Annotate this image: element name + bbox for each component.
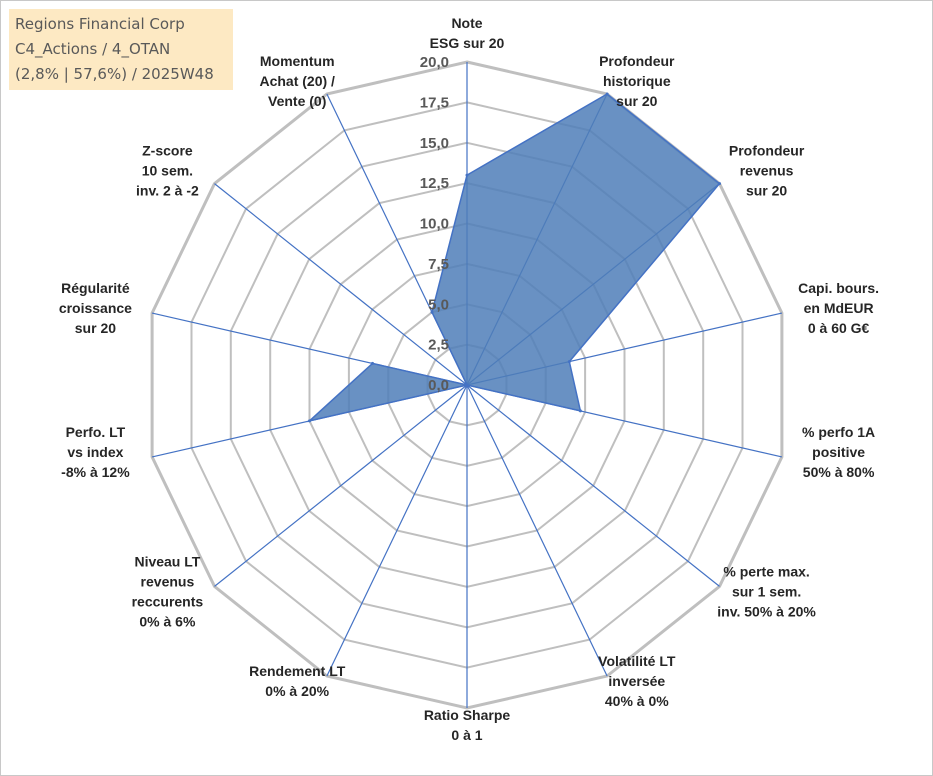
axis-label: Capi. bours. en MdEUR 0 à 60 G€ bbox=[798, 280, 879, 336]
axis-label: Momentum Achat (20) / Vente (0) bbox=[259, 53, 335, 109]
tick-label: 7,5 bbox=[428, 256, 449, 273]
radar-ticks: 0,0 2,5 5,0 7,5 10,0 12,5 15,0 17,5 20,0 bbox=[420, 54, 449, 394]
title-line-stats: (2,8% | 57,6%) / 2025W48 bbox=[15, 65, 214, 83]
axis-label: Perfo. LT vs index -8% à 12% bbox=[61, 424, 130, 480]
tick-label: 5,0 bbox=[428, 296, 449, 313]
tick-label: 17,5 bbox=[420, 94, 449, 111]
data-point bbox=[567, 360, 571, 364]
axis-label-line: Niveau LT bbox=[134, 553, 200, 569]
axis-spoke bbox=[466, 384, 608, 677]
axis-label-line: ESG sur 20 bbox=[430, 35, 505, 51]
axis-label-line: 0% à 20% bbox=[265, 683, 329, 699]
axis-label-line: Z-score bbox=[142, 143, 193, 159]
axis-label-line: Vente (0) bbox=[268, 93, 326, 109]
axis-label-line: Volatilité LT bbox=[598, 653, 676, 669]
axis-spoke bbox=[214, 183, 468, 386]
axis-label-line: revenus bbox=[141, 573, 195, 589]
axis-label-line: Rendement LT bbox=[249, 663, 346, 679]
radar-axis-labels: Note ESG sur 20 Profondeur historique sur 20… bbox=[59, 15, 879, 743]
data-point bbox=[308, 419, 311, 423]
axis-label: % perfo 1A positive 50% à 80% bbox=[802, 424, 875, 480]
axis-spoke bbox=[214, 384, 468, 587]
axis-label-line: reccurents bbox=[132, 593, 204, 609]
axis-label-line: Profondeur bbox=[729, 143, 805, 159]
axis-label-line: 10 sem. bbox=[142, 163, 193, 179]
axis-label-line: Note bbox=[451, 15, 482, 31]
axis-label-line: inv. 2 à -2 bbox=[136, 183, 199, 199]
axis-label: Profondeur revenus sur 20 bbox=[729, 143, 805, 199]
data-point bbox=[371, 361, 374, 365]
chart-title-box: Regions Financial Corp C4_Actions / 4_OT… bbox=[9, 9, 233, 90]
axis-label-line: Régularité bbox=[61, 280, 130, 296]
axis-label-line: Achat (20) / bbox=[259, 73, 335, 89]
axis-label-line: sur 20 bbox=[746, 183, 787, 199]
axis-label-line: sur 1 sem. bbox=[732, 583, 801, 599]
axis-label-line: 0% à 6% bbox=[139, 613, 196, 629]
axis-spoke bbox=[466, 384, 720, 587]
tick-label: 2,5 bbox=[428, 337, 449, 354]
axis-label-line: % perfo 1A bbox=[802, 424, 875, 440]
tick-label: 12,5 bbox=[420, 175, 449, 192]
data-point bbox=[605, 92, 609, 96]
axis-label-line: 0 à 60 G€ bbox=[808, 320, 870, 336]
axis-label-line: Profondeur bbox=[599, 53, 675, 69]
axis-label-line: croissance bbox=[59, 300, 132, 316]
axis-spoke bbox=[326, 384, 468, 677]
tick-label: 0,0 bbox=[428, 377, 449, 394]
axis-label: Profondeur historique sur 20 bbox=[599, 53, 675, 109]
series-area bbox=[306, 93, 721, 423]
axis-label-line: -8% à 12% bbox=[61, 464, 130, 480]
axis-label-line: inversée bbox=[608, 673, 665, 689]
axis-label-line: Ratio Sharpe bbox=[424, 707, 511, 723]
tick-label: 20,0 bbox=[420, 54, 449, 71]
axis-label: Ratio Sharpe 0 à 1 bbox=[424, 707, 511, 743]
axis-label: % perte max. sur 1 sem. inv. 50% à 20% bbox=[717, 563, 816, 619]
axis-label-line: 40% à 0% bbox=[605, 693, 669, 709]
axis-label: Volatilité LT inversée 40% à 0% bbox=[598, 653, 676, 709]
data-point bbox=[465, 173, 469, 177]
axis-label-line: en MdEUR bbox=[804, 300, 874, 316]
axis-label-line: inv. 50% à 20% bbox=[717, 603, 816, 619]
tick-label: 15,0 bbox=[420, 135, 449, 152]
data-point bbox=[430, 310, 434, 314]
axis-label-line: vs index bbox=[67, 444, 123, 460]
axis-label-line: Perfo. LT bbox=[66, 424, 126, 440]
axis-label-line: % perte max. bbox=[723, 563, 809, 579]
data-point bbox=[465, 383, 469, 387]
axis-label: Z-score 10 sem. inv. 2 à -2 bbox=[136, 143, 199, 199]
axis-label-line: 50% à 80% bbox=[803, 464, 875, 480]
axis-label-line: 0 à 1 bbox=[451, 727, 482, 743]
axis-label: Régularité croissance sur 20 bbox=[59, 280, 132, 336]
tick-label: 10,0 bbox=[420, 216, 449, 233]
radar-series bbox=[306, 92, 721, 423]
data-point bbox=[718, 182, 721, 186]
axis-label-line: sur 20 bbox=[75, 320, 116, 336]
title-line-company: Regions Financial Corp bbox=[15, 15, 185, 33]
data-point bbox=[578, 409, 582, 413]
axis-label: Rendement LT 0% à 20% bbox=[249, 663, 346, 699]
axis-label-line: Momentum bbox=[260, 53, 335, 69]
axis-label-line: sur 20 bbox=[616, 93, 657, 109]
axis-label-line: historique bbox=[603, 73, 671, 89]
axis-label: Note ESG sur 20 bbox=[430, 15, 505, 51]
title-line-category: C4_Actions / 4_OTAN bbox=[15, 40, 171, 58]
axis-label: Niveau LT revenus reccurents 0% à 6% bbox=[132, 553, 204, 629]
axis-label-line: Capi. bours. bbox=[798, 280, 879, 296]
axis-label-line: positive bbox=[812, 444, 865, 460]
axis-label-line: revenus bbox=[740, 163, 794, 179]
